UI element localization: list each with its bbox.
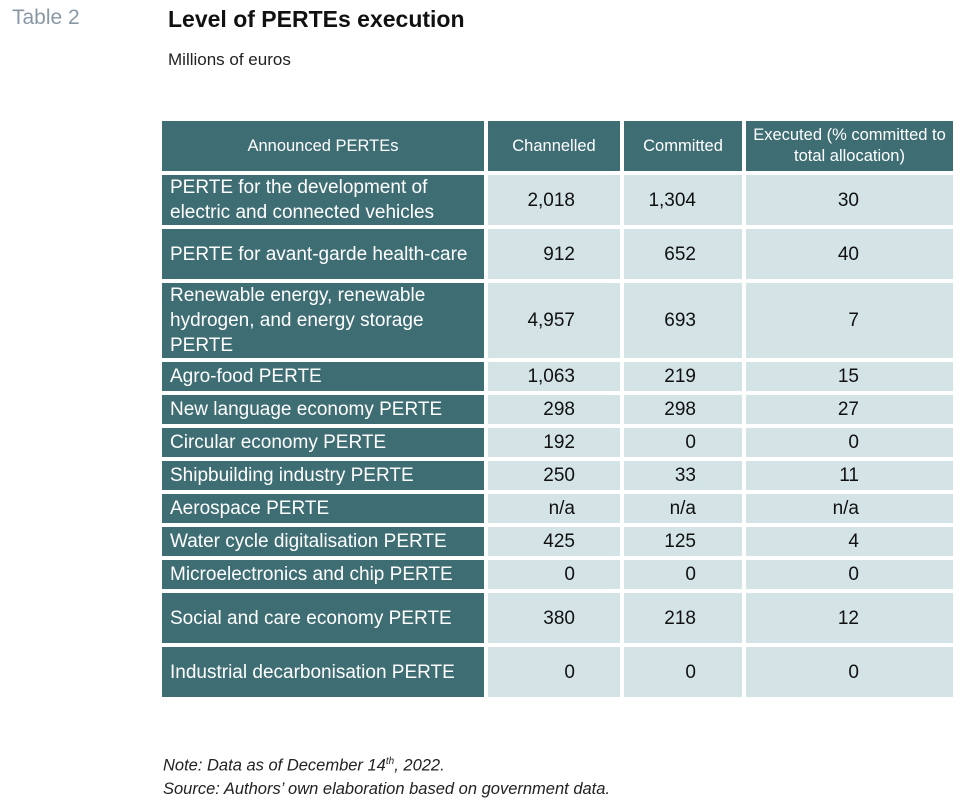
- channelled-cell: 4,957: [488, 283, 620, 358]
- row-name-cell: Agro-food PERTE: [162, 362, 484, 391]
- executed-cell: n/a: [746, 494, 953, 523]
- committed-cell: 652: [624, 229, 742, 279]
- executed-cell: 11: [746, 461, 953, 490]
- executed-cell: 0: [746, 428, 953, 457]
- table-row: Shipbuilding industry PERTE 250 33 11: [162, 461, 953, 490]
- table-label: Table 2: [12, 6, 80, 29]
- row-name-cell: Industrial decarbonisation PERTE: [162, 647, 484, 697]
- row-name-cell: Renewable energy, renewable hydrogen, an…: [162, 283, 484, 358]
- executed-cell: 27: [746, 395, 953, 424]
- channelled-cell: 0: [488, 647, 620, 697]
- executed-cell: 0: [746, 647, 953, 697]
- committed-cell: 0: [624, 560, 742, 589]
- note: Note: Data as of December 14th, 2022.: [163, 756, 445, 775]
- committed-cell: 0: [624, 647, 742, 697]
- channelled-cell: 912: [488, 229, 620, 279]
- table-row: New language economy PERTE 298 298 27: [162, 395, 953, 424]
- channelled-cell: n/a: [488, 494, 620, 523]
- subtitle: Millions of euros: [168, 50, 291, 69]
- channelled-cell: 425: [488, 527, 620, 556]
- page-title: Level of PERTEs execution: [168, 6, 465, 32]
- table-row: Agro-food PERTE 1,063 219 15: [162, 362, 953, 391]
- executed-cell: 0: [746, 560, 953, 589]
- committed-cell: 1,304: [624, 175, 742, 225]
- committed-cell: 693: [624, 283, 742, 358]
- committed-cell: 219: [624, 362, 742, 391]
- committed-cell: 0: [624, 428, 742, 457]
- row-name-cell: Water cycle digitalisation PERTE: [162, 527, 484, 556]
- committed-cell: 125: [624, 527, 742, 556]
- executed-cell: 7: [746, 283, 953, 358]
- row-name-cell: Microelectronics and chip PERTE: [162, 560, 484, 589]
- row-name-cell: Circular economy PERTE: [162, 428, 484, 457]
- perte-table: Announced PERTEs Channelled Committed Ex…: [158, 117, 957, 701]
- table-row: Water cycle digitalisation PERTE 425 125 4: [162, 527, 953, 556]
- table-row: Social and care economy PERTE 380 218 12: [162, 593, 953, 643]
- channelled-cell: 298: [488, 395, 620, 424]
- executed-cell: 30: [746, 175, 953, 225]
- channelled-cell: 1,063: [488, 362, 620, 391]
- column-header: Executed (% committed to total allocatio…: [746, 121, 953, 171]
- row-name-cell: PERTE for the development of electric an…: [162, 175, 484, 225]
- committed-cell: 298: [624, 395, 742, 424]
- table-row: Renewable energy, renewable hydrogen, an…: [162, 283, 953, 358]
- table-row: PERTE for avant-garde health-care 912 652 4…: [162, 229, 953, 279]
- channelled-cell: 2,018: [488, 175, 620, 225]
- table-row: PERTE for the development of electric an…: [162, 175, 953, 225]
- executed-cell: 15: [746, 362, 953, 391]
- row-name-cell: PERTE for avant-garde health-care: [162, 229, 484, 279]
- executed-cell: 12: [746, 593, 953, 643]
- table-row: Industrial decarbonisation PERTE 0 0 0: [162, 647, 953, 697]
- source: Source: Authors’ own elaboration based o…: [163, 779, 611, 798]
- executed-cell: 40: [746, 229, 953, 279]
- row-name-cell: Shipbuilding industry PERTE: [162, 461, 484, 490]
- column-header: Committed: [624, 121, 742, 171]
- header-row: Announced PERTEs Channelled Committed Ex…: [162, 121, 953, 171]
- committed-cell: 33: [624, 461, 742, 490]
- channelled-cell: 0: [488, 560, 620, 589]
- executed-cell: 4: [746, 527, 953, 556]
- table-row: Circular economy PERTE 192 0 0: [162, 428, 953, 457]
- notes: Note: Data as of December 14th, 2022. So…: [163, 750, 610, 801]
- row-name-cell: New language economy PERTE: [162, 395, 484, 424]
- committed-cell: n/a: [624, 494, 742, 523]
- channelled-cell: 380: [488, 593, 620, 643]
- committed-cell: 218: [624, 593, 742, 643]
- channelled-cell: 250: [488, 461, 620, 490]
- column-header: Channelled: [488, 121, 620, 171]
- row-name-cell: Social and care economy PERTE: [162, 593, 484, 643]
- row-name-cell: Aerospace PERTE: [162, 494, 484, 523]
- table-row: Microelectronics and chip PERTE 0 0 0: [162, 560, 953, 589]
- channelled-cell: 192: [488, 428, 620, 457]
- column-header: Announced PERTEs: [162, 121, 484, 171]
- table-row: Aerospace PERTE n/a n/a n/a: [162, 494, 953, 523]
